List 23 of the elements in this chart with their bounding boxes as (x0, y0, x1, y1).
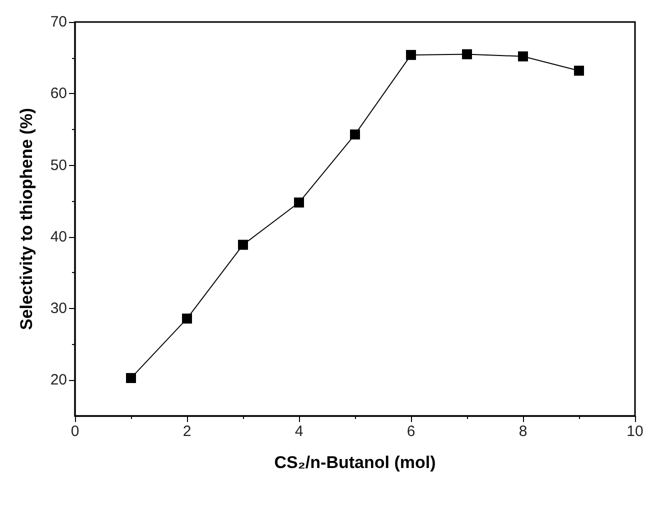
y-tick-label: 50 (50, 156, 67, 174)
point (294, 198, 304, 208)
point (126, 373, 136, 384)
point (518, 51, 528, 62)
y-axis-title: Selectivity to thiophene (%) (17, 108, 36, 330)
y-tick-label: 20 (50, 372, 67, 389)
y-tick-label: 40 (50, 228, 67, 246)
y-tick-label: 70 (50, 14, 67, 30)
x-tick-label: 6 (406, 423, 416, 440)
x-tick-label: 4 (294, 423, 304, 440)
point (462, 49, 472, 60)
point (350, 129, 360, 140)
x-axis-title: CS₂/n-Butanol (mol) (274, 453, 436, 472)
point (182, 314, 192, 324)
point (406, 50, 416, 60)
x-tick-label: 8 (518, 423, 528, 440)
point (238, 240, 248, 250)
x-tick-label: 2 (182, 423, 192, 440)
x-tick-label: 0 (70, 423, 80, 440)
x-tick-label: 10 (626, 423, 644, 440)
y-tick-label: 30 (50, 300, 67, 318)
y-tick-label: 60 (50, 85, 67, 102)
point (574, 66, 584, 76)
